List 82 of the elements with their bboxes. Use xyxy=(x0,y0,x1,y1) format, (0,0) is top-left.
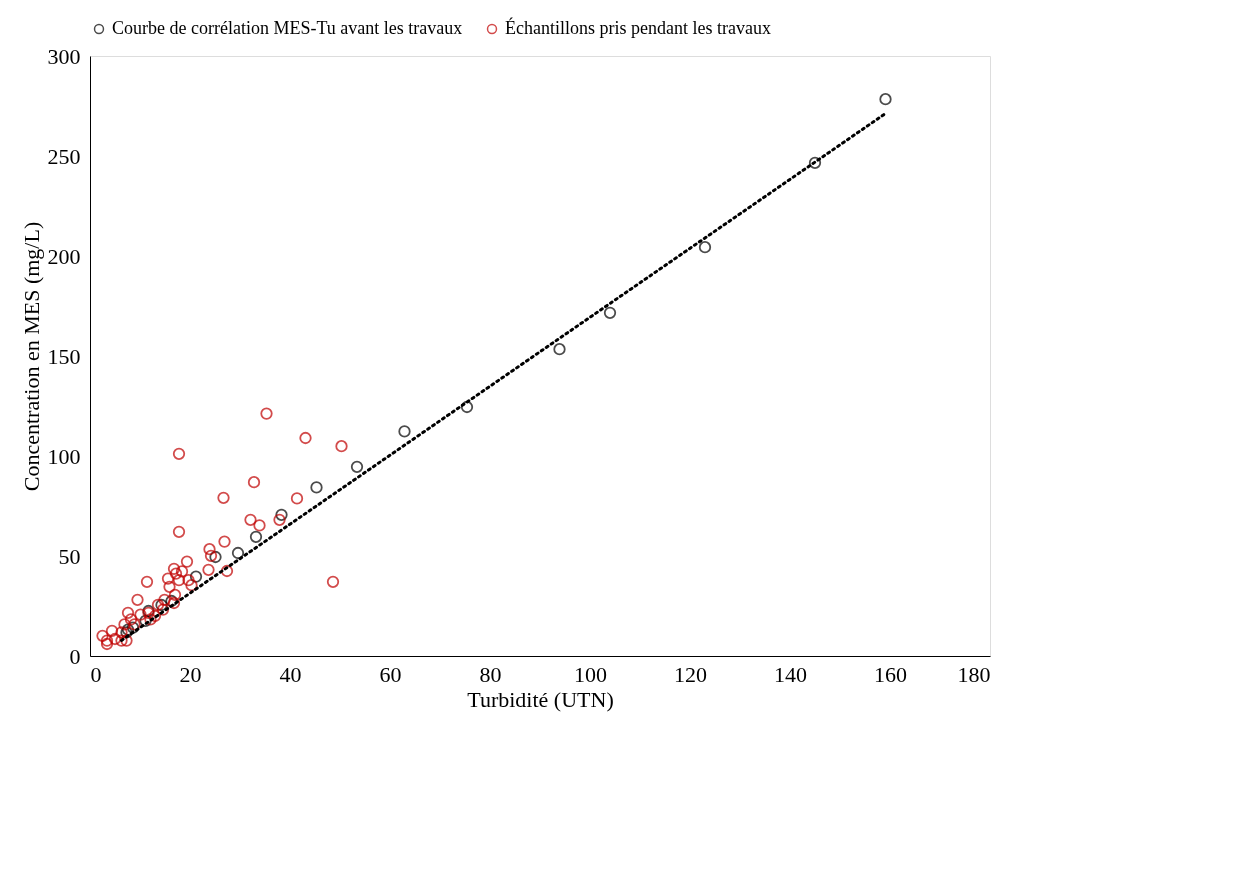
point xyxy=(175,565,189,578)
point xyxy=(879,93,892,106)
point xyxy=(100,637,114,651)
point xyxy=(460,400,474,414)
point xyxy=(603,306,617,319)
x-tick-label: 120 xyxy=(674,661,707,687)
point xyxy=(310,481,323,494)
point xyxy=(808,156,822,169)
point xyxy=(168,588,182,601)
x-axis-title: Turbidité (UTN) xyxy=(467,686,614,712)
x-tick-label: 0 xyxy=(90,661,102,687)
point xyxy=(151,598,165,611)
x-tick-label: 80 xyxy=(479,661,502,687)
point xyxy=(202,563,215,576)
x-tick-label: 20 xyxy=(179,661,202,687)
legend-label: Courbe de corrélation MES-Tu avant les travaux xyxy=(112,18,463,38)
point xyxy=(148,609,162,623)
x-tick-label: 160 xyxy=(874,661,907,687)
point xyxy=(172,574,186,587)
point xyxy=(249,530,263,543)
point xyxy=(350,460,364,473)
point xyxy=(118,618,131,631)
y-tick-label: 0 xyxy=(69,643,81,669)
point xyxy=(553,343,566,356)
point xyxy=(698,241,712,254)
point xyxy=(121,606,135,619)
x-tick-label: 40 xyxy=(279,661,302,687)
y-tick-label: 250 xyxy=(47,143,81,169)
point xyxy=(156,603,170,616)
point xyxy=(185,579,198,592)
x-tick-label: 140 xyxy=(774,661,807,687)
point xyxy=(203,543,216,556)
x-tick-label: 60 xyxy=(379,661,402,687)
point xyxy=(290,492,304,505)
y-tick-label: 50 xyxy=(58,543,81,569)
point xyxy=(172,525,186,538)
point xyxy=(172,447,186,460)
point xyxy=(108,632,122,646)
point xyxy=(124,613,138,626)
point xyxy=(105,624,119,637)
point xyxy=(96,629,109,642)
point xyxy=(158,593,171,606)
point xyxy=(260,407,273,420)
point xyxy=(231,546,245,560)
point xyxy=(217,491,230,504)
point xyxy=(120,634,133,647)
legend-label: Échantillons pris pendant les travaux xyxy=(505,17,771,38)
point xyxy=(275,508,288,521)
point xyxy=(163,580,176,593)
point xyxy=(299,431,312,445)
point xyxy=(204,549,218,562)
point xyxy=(182,574,195,587)
point xyxy=(218,535,231,548)
point xyxy=(115,626,128,639)
point xyxy=(167,562,181,575)
point xyxy=(247,476,261,489)
y-tick-label: 300 xyxy=(47,43,81,69)
x-tick-label: 180 xyxy=(957,661,991,687)
point xyxy=(140,575,154,588)
point xyxy=(180,555,194,568)
point xyxy=(161,572,175,585)
y-axis-title: Concentration en MES (mg/L) xyxy=(18,221,44,492)
point xyxy=(253,519,266,532)
point xyxy=(131,593,144,606)
point xyxy=(155,598,168,612)
y-tick-label: 200 xyxy=(47,243,81,269)
point xyxy=(220,564,234,578)
y-tick-label: 150 xyxy=(47,343,81,369)
point xyxy=(244,513,257,526)
point xyxy=(134,608,147,621)
point xyxy=(100,634,114,647)
point xyxy=(209,550,222,564)
point xyxy=(189,570,203,583)
x-tick-label: 100 xyxy=(574,661,607,687)
point xyxy=(326,575,340,588)
point xyxy=(398,425,411,438)
point xyxy=(335,440,348,453)
point xyxy=(273,513,286,526)
point xyxy=(115,634,128,647)
point xyxy=(169,567,183,580)
y-tick-label: 100 xyxy=(47,443,81,469)
point xyxy=(144,613,157,626)
